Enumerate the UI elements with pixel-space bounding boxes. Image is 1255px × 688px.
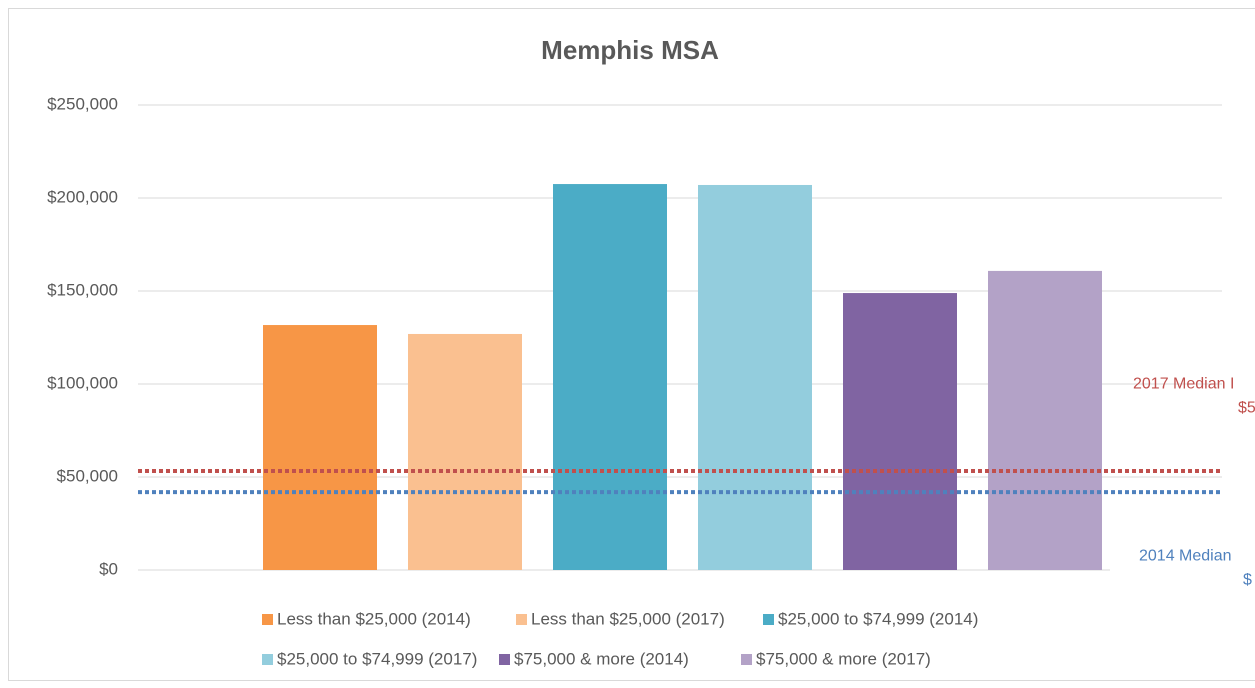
y-tick-label: $0	[99, 559, 118, 578]
y-tick-label: $100,000	[47, 373, 118, 392]
reference-label: 2014 Median	[1139, 547, 1232, 564]
bar	[698, 184, 812, 571]
legend-swatch	[516, 614, 527, 625]
legend-label: $75,000 & more (2017)	[756, 649, 931, 668]
legend-label: $25,000 to $74,999 (2017)	[277, 649, 477, 668]
y-tick-label: $250,000	[47, 94, 118, 113]
legend-label: $75,000 & more (2014)	[514, 649, 689, 668]
legend-swatch	[262, 654, 273, 665]
legend-label: Less than $25,000 (2014)	[277, 609, 471, 628]
legend-swatch	[499, 654, 510, 665]
legend-swatch	[741, 654, 752, 665]
legend-swatch	[763, 614, 774, 625]
reference-label: $5	[1238, 399, 1255, 416]
reference-label: $	[1243, 571, 1252, 588]
legend-swatch	[262, 614, 273, 625]
chart-title: Memphis MSA	[541, 35, 719, 65]
bar	[553, 184, 667, 571]
bar	[263, 325, 377, 570]
y-tick-label: $200,000	[47, 187, 118, 206]
bar	[988, 270, 1102, 570]
reference-label: 2017 Median I	[1133, 375, 1234, 392]
legend-label: $25,000 to $74,999 (2014)	[778, 609, 978, 628]
legend-label: Less than $25,000 (2017)	[531, 609, 725, 628]
y-tick-label: $150,000	[47, 280, 118, 299]
bar	[408, 333, 522, 570]
bar	[843, 293, 957, 570]
y-tick-label: $50,000	[57, 466, 118, 485]
